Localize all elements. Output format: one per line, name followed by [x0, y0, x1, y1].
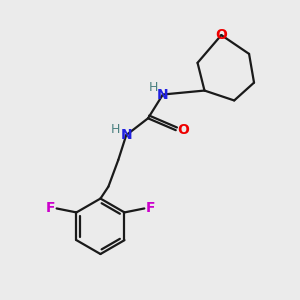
Text: N: N: [120, 128, 132, 142]
Text: H: H: [148, 81, 158, 94]
Text: H: H: [111, 123, 120, 136]
Text: O: O: [215, 28, 227, 42]
Text: F: F: [146, 202, 155, 215]
Text: F: F: [46, 202, 56, 215]
Text: O: O: [177, 123, 189, 137]
Text: N: N: [157, 88, 169, 101]
